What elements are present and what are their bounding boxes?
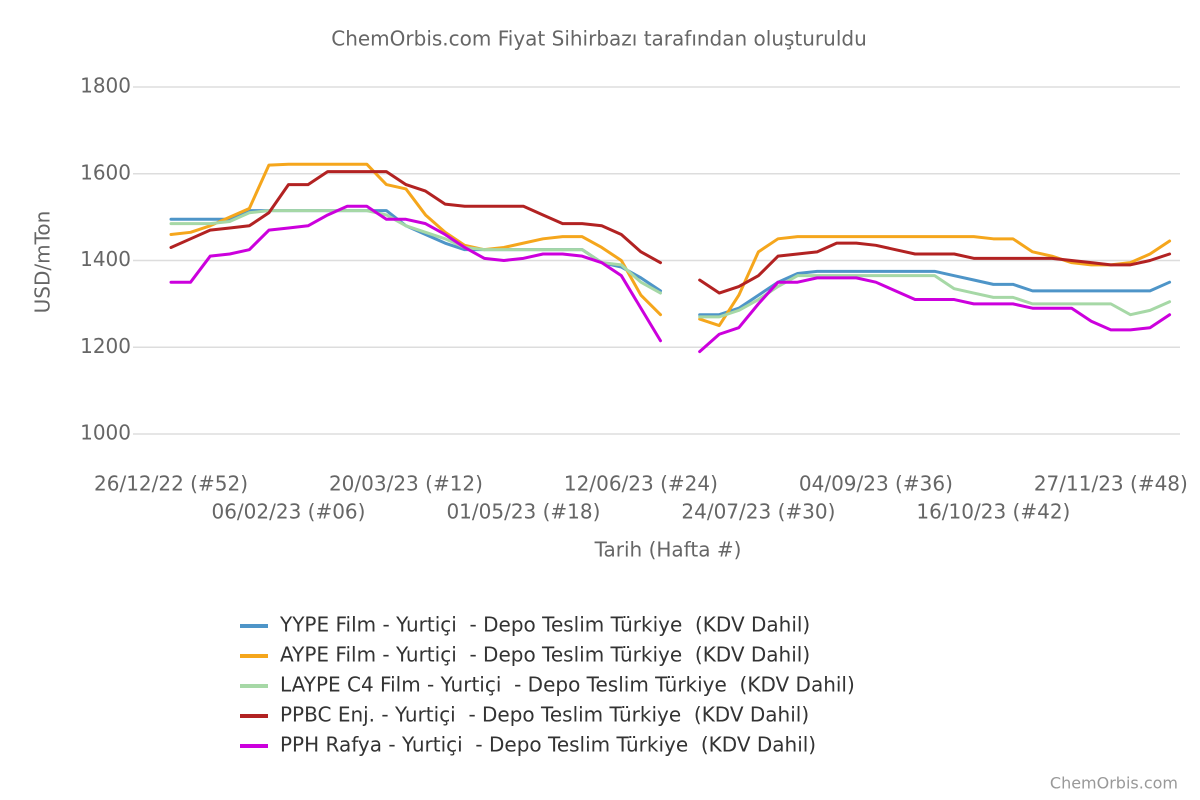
source-label: ChemOrbis.com [1050, 774, 1178, 793]
legend-label: PPBC Enj. - Yurtiçi - Depo Teslim Türkiy… [280, 703, 809, 727]
y-tick-label: 1600 [80, 160, 131, 184]
x-tick-label: 04/09/23 (#36) [799, 472, 953, 496]
series-line [169, 162, 1172, 328]
x-tick-label: 06/02/23 (#06) [211, 500, 365, 524]
y-tick-label: 1200 [80, 334, 131, 358]
x-tick-label: 20/03/23 (#12) [329, 472, 483, 496]
y-tick-label: 1400 [80, 247, 131, 271]
legend-label: LAYPE C4 Film - Yurtiçi - Depo Teslim Tü… [280, 673, 855, 697]
x-tick-label: 27/11/23 (#48) [1034, 472, 1188, 496]
x-tick-label: 16/10/23 (#42) [916, 500, 1070, 524]
legend-label: AYPE Film - Yurtiçi - Depo Teslim Türkiy… [280, 643, 810, 667]
series-line [169, 170, 1172, 295]
x-axis-label: Tarih (Hafta #) [594, 538, 742, 562]
x-tick-label: 12/06/23 (#24) [564, 472, 718, 496]
x-tick-label: 01/05/23 (#18) [446, 500, 600, 524]
y-tick-label: 1000 [80, 421, 131, 445]
series-line [169, 204, 1172, 354]
chart-title: ChemOrbis.com Fiyat Sihirbazı tarafından… [331, 27, 867, 51]
y-tick-label: 1800 [80, 74, 131, 98]
legend-label: YYPE Film - Yurtiçi - Depo Teslim Türkiy… [279, 613, 810, 637]
legend-label: PPH Rafya - Yurtiçi - Depo Teslim Türkiy… [280, 733, 816, 757]
series-line [169, 209, 1172, 319]
x-tick-label: 24/07/23 (#30) [681, 500, 835, 524]
x-tick-label: 26/12/22 (#52) [94, 472, 248, 496]
y-axis-label: USD/mTon [31, 211, 55, 314]
